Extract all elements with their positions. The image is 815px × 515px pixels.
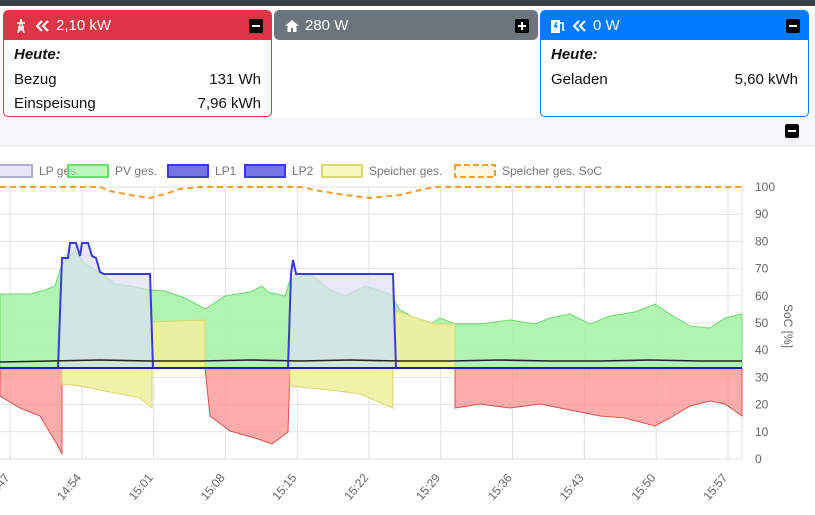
x-tick-label: 15:50: [628, 471, 658, 503]
battery-power: 0 W: [593, 17, 620, 34]
house-icon: [283, 17, 301, 35]
soc-tick-label: 10: [755, 425, 769, 439]
house-power: 280 W: [305, 17, 349, 34]
lp1-line: [57, 242, 154, 369]
battery-today-heading: Heute:: [551, 46, 598, 63]
battery-charging-icon: [549, 17, 567, 35]
grid-row-label: Bezug: [14, 71, 57, 88]
home-card: 280 W: [274, 10, 538, 40]
storage-total-area-pos-2: [392, 309, 456, 369]
soc-axis-ticks: 0 10 20 30 40 50 60 70 80 90 100: [755, 180, 775, 466]
legend-label[interactable]: LP1: [215, 164, 237, 178]
x-tick-label: 15:08: [198, 471, 228, 503]
double-chevron-left-icon: [34, 17, 52, 35]
power-tower-icon: [12, 17, 30, 35]
battery-row-label: Geladen: [551, 71, 608, 88]
x-tick-label: 15:29: [413, 471, 443, 503]
grid-today-heading: Heute:: [14, 46, 61, 63]
top-strip: [0, 0, 815, 6]
legend-label[interactable]: PV ges.: [115, 164, 157, 178]
collapse-toggle-icon[interactable]: [786, 18, 800, 33]
soc-tick-label: 30: [755, 370, 769, 384]
battery-row-geladen: Geladen 5,60 kWh: [551, 71, 798, 88]
legend-swatch: [321, 164, 363, 178]
chart-legend: LP ges. PV ges. LP1 LP2 Speicher ges. Speiche…: [0, 164, 602, 178]
legend-label[interactable]: Speicher ges.: [369, 164, 442, 178]
legend-label[interactable]: Speicher ges. SoC: [502, 164, 602, 178]
soc-tick-label: 100: [755, 180, 775, 194]
grid-power: 2,10 kW: [56, 17, 112, 34]
soc-tick-label: 80: [755, 234, 769, 248]
lp2-line: [287, 259, 397, 369]
double-chevron-left-icon: [571, 17, 589, 35]
home-card-header[interactable]: 280 W: [275, 11, 537, 39]
grid-row-einspeisung: Einspeisung 7,96 kWh: [14, 95, 261, 112]
battery-row-value: 5,60 kWh: [734, 71, 798, 88]
soc-tick-label: 40: [755, 343, 769, 357]
x-tick-label: 15:43: [557, 471, 587, 503]
x-tick-label: 15:15: [269, 471, 299, 503]
soc-tick-label: 60: [755, 289, 769, 303]
x-tick-label: 15:01: [126, 471, 156, 503]
collapse-toggle-icon[interactable]: [249, 18, 263, 33]
grid-card-header[interactable]: 2,10 kW: [4, 11, 271, 40]
soc-tick-label: 70: [755, 262, 769, 276]
grid-row-label: Einspeisung: [14, 95, 96, 112]
soc-line: [0, 186, 742, 200]
chart-collapse-toggle-icon[interactable]: [785, 124, 799, 138]
legend-swatch: [454, 164, 496, 178]
battery-card: 0 W Heute: Geladen 5,60 kWh: [540, 10, 809, 117]
chart-header: [0, 117, 815, 146]
x-tick-label: 14:47: [0, 471, 13, 503]
chart-areas: [0, 186, 743, 455]
power-chart: LP ges. PV ges. LP1 LP2 Speicher ges. Speiche…: [0, 164, 795, 503]
grid-row-bezug: Bezug 131 Wh: [14, 71, 261, 88]
legend-swatch: [167, 164, 209, 178]
soc-axis-label: SoC [%]: [781, 304, 795, 348]
house-consumption-line: [0, 359, 742, 363]
legend-swatch: [0, 164, 33, 178]
legend-label[interactable]: LP2: [292, 164, 314, 178]
legend-swatch: [67, 164, 109, 178]
legend-swatch: [244, 164, 286, 178]
x-tick-label: 15:22: [341, 471, 371, 503]
x-axis-ticks: 14:47 14:54 15:01 15:08 15:15 15:22 15:29 15:36…: [0, 471, 731, 503]
grid-row-value: 131 Wh: [209, 71, 261, 88]
x-tick-label: 15:57: [700, 471, 730, 503]
battery-card-header[interactable]: 0 W: [541, 11, 808, 40]
soc-tick-label: 50: [755, 316, 769, 330]
expand-toggle-icon[interactable]: [515, 18, 529, 33]
soc-tick-label: 20: [755, 398, 769, 412]
grid-row-value: 7,96 kWh: [197, 95, 261, 112]
x-tick-label: 14:54: [54, 471, 84, 503]
grid-card: 2,10 kW Heute: Bezug 131 Wh Einspeisung …: [3, 10, 272, 117]
x-tick-label: 15:36: [485, 471, 515, 503]
soc-tick-label: 0: [755, 452, 762, 466]
soc-tick-label: 90: [755, 207, 769, 221]
